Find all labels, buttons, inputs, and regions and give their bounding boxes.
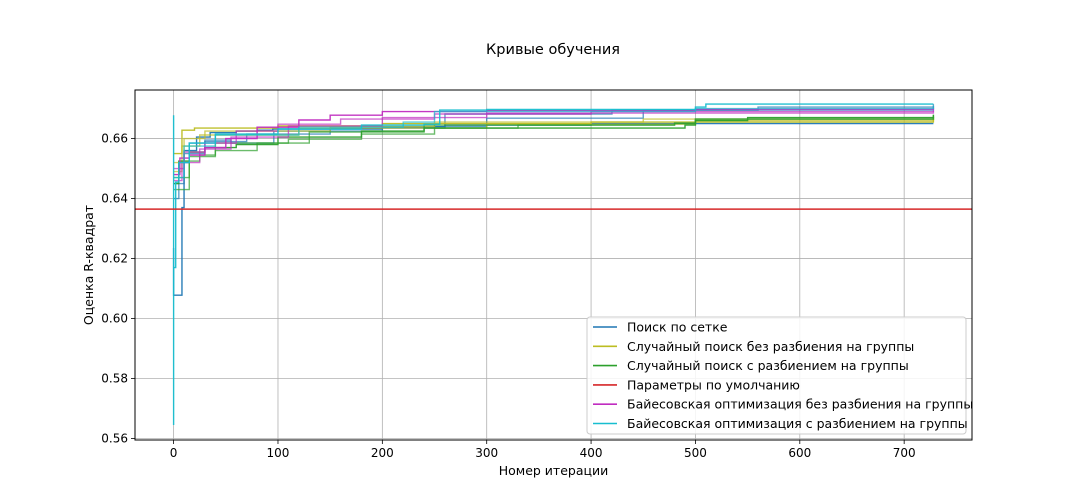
x-tick-label: 0 [170,446,178,460]
x-tick-label: 700 [893,446,916,460]
x-tick-label: 300 [475,446,498,460]
series-line-4-1 [173,106,935,179]
y-tick-label: 0.64 [101,192,128,206]
legend-label: Случайный поиск с разбиением на группы [627,358,909,373]
legend-label: Байесовская оптимизация с разбиением на … [627,416,968,431]
x-tick-label: 100 [267,446,290,460]
y-tick-label: 0.66 [101,132,128,146]
y-axis-title: Оценка R-квадрат [81,205,96,325]
legend: Поиск по сетке Случайный поиск без разбие… [586,316,973,435]
chart-title: Кривые обучения [486,42,620,58]
x-axis-title: Номер итерации [499,463,609,478]
series-line-2-2 [173,115,935,179]
series-line-4-0 [172,103,934,425]
y-tick-label: 0.60 [101,312,128,326]
y-tick-label: 0.62 [101,252,128,266]
axis-ticks: 0 100 200 300 400 500 600 700 0.56 0.58 0.60 0.62 0.… [101,132,915,460]
legend-label: Байесовская оптимизация без разбиения на… [627,397,973,412]
plot-frame [134,89,973,441]
x-tick-label: 400 [580,446,603,460]
x-tick-label: 200 [371,446,394,460]
legend-box [586,316,967,435]
x-tick-label: 600 [788,446,811,460]
x-tick-label: 500 [684,446,707,460]
legend-label: Параметры по умолчанию [627,377,800,392]
y-tick-label: 0.56 [101,432,128,446]
legend-label: Поиск по сетке [627,320,728,335]
legend-label: Случайный поиск без разбиения на группы [627,339,914,354]
series-lines [135,103,972,425]
y-tick-label: 0.58 [101,372,128,386]
